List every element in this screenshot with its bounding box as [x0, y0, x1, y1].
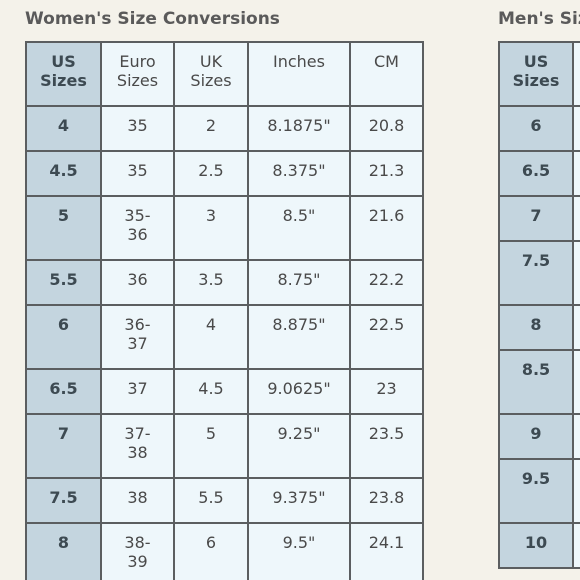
table-row: 7.5: [498, 240, 580, 306]
table-cell: 6: [25, 304, 102, 370]
table-cell: 8.75": [247, 259, 351, 306]
table-cell: 23: [349, 368, 424, 415]
table-cell: 7: [25, 413, 102, 479]
table-cell: 4: [25, 105, 102, 152]
header-cell: Inches: [247, 41, 351, 107]
table-cell: 5: [173, 413, 249, 479]
table-row: 9: [498, 413, 580, 460]
cell-edge: [572, 105, 580, 152]
table-cell: 38: [100, 477, 175, 524]
table-cell: 8.875": [247, 304, 351, 370]
table-cell: 22.2: [349, 259, 424, 306]
table-cell: 9.5: [498, 458, 574, 524]
table-cell: 23.8: [349, 477, 424, 524]
cell-edge: [572, 522, 580, 569]
table-cell: 10: [498, 522, 574, 569]
table-cell: 9: [498, 413, 574, 460]
table-row: 7 37- 38 5 9.25" 23.5: [25, 413, 424, 479]
table-cell: 5.5: [173, 477, 249, 524]
table-row: 5 35- 36 3 8.5" 21.6: [25, 195, 424, 261]
table-cell: 37- 38: [100, 413, 175, 479]
cell-edge: [572, 349, 580, 415]
table-cell: 4.5: [173, 368, 249, 415]
table-row: 6: [498, 105, 580, 152]
table-cell: 35: [100, 105, 175, 152]
table-cell: 21.6: [349, 195, 424, 261]
table-row: 8 38- 39 6 9.5" 24.1: [25, 522, 424, 580]
table-cell: 8.5": [247, 195, 351, 261]
table-cell: 8: [498, 304, 574, 351]
table-row: 4.5 35 2.5 8.375" 21.3: [25, 150, 424, 197]
header-cell: UK Sizes: [173, 41, 249, 107]
women-title: Women's Size Conversions: [25, 9, 280, 29]
cell-edge: [572, 195, 580, 242]
cell-edge: [572, 240, 580, 306]
table-cell: 9.25": [247, 413, 351, 479]
header-row: US Sizes: [498, 41, 580, 107]
table-cell: 3: [173, 195, 249, 261]
table-row: 9.5: [498, 458, 580, 524]
table-row: 6.5 37 4.5 9.0625" 23: [25, 368, 424, 415]
cell-edge: [572, 150, 580, 197]
table-row: 10: [498, 522, 580, 569]
table-row: 5.5 36 3.5 8.75" 22.2: [25, 259, 424, 306]
table-cell: 5.5: [25, 259, 102, 306]
table-row: 6 36- 37 4 8.875" 22.5: [25, 304, 424, 370]
table-cell: 8.1875": [247, 105, 351, 152]
table-cell: 4.5: [25, 150, 102, 197]
table-cell: 36: [100, 259, 175, 306]
table-cell: 9.0625": [247, 368, 351, 415]
table-cell: 5: [25, 195, 102, 261]
table-cell: 20.8: [349, 105, 424, 152]
table-cell: 36- 37: [100, 304, 175, 370]
table-cell: 7: [498, 195, 574, 242]
table-cell: 6: [498, 105, 574, 152]
table-cell: 22.5: [349, 304, 424, 370]
table-cell: 6: [173, 522, 249, 580]
table-row: 4 35 2 8.1875" 20.8: [25, 105, 424, 152]
header-cell: US Sizes: [498, 41, 574, 107]
men-title: Men's Size: [498, 9, 580, 29]
table-cell: 21.3: [349, 150, 424, 197]
table-cell: 35- 36: [100, 195, 175, 261]
cell-edge: [572, 304, 580, 351]
table-cell: 7.5: [498, 240, 574, 306]
table-cell: 23.5: [349, 413, 424, 479]
table-row: 8: [498, 304, 580, 351]
table-cell: 6.5: [498, 150, 574, 197]
header-cell: CM: [349, 41, 424, 107]
table-cell: 24.1: [349, 522, 424, 580]
table-cell: 2.5: [173, 150, 249, 197]
table-cell: 9.5": [247, 522, 351, 580]
table-cell: 8: [25, 522, 102, 580]
men-table: US Sizes 6 6.5 7 7.5 8 8.5 9 9.5 10: [498, 41, 580, 569]
header-cell: US Sizes: [25, 41, 102, 107]
table-cell: 8.375": [247, 150, 351, 197]
table-cell: 6.5: [25, 368, 102, 415]
header-row: US Sizes Euro Sizes UK Sizes Inches CM: [25, 41, 424, 107]
table-cell: 3.5: [173, 259, 249, 306]
table-cell: 8.5: [498, 349, 574, 415]
cell-edge: [572, 458, 580, 524]
header-cell: Euro Sizes: [100, 41, 175, 107]
table-row: 8.5: [498, 349, 580, 415]
table-cell: 35: [100, 150, 175, 197]
table-row: 6.5: [498, 150, 580, 197]
table-row: 7: [498, 195, 580, 242]
women-table: US Sizes Euro Sizes UK Sizes Inches CM 4 35 2 8.…: [25, 41, 424, 580]
table-cell: 2: [173, 105, 249, 152]
table-cell: 38- 39: [100, 522, 175, 580]
table-cell: 7.5: [25, 477, 102, 524]
table-cell: 4: [173, 304, 249, 370]
cell-edge: [572, 41, 580, 107]
table-row: 7.5 38 5.5 9.375" 23.8: [25, 477, 424, 524]
table-cell: 9.375": [247, 477, 351, 524]
table-cell: 37: [100, 368, 175, 415]
cell-edge: [572, 413, 580, 460]
